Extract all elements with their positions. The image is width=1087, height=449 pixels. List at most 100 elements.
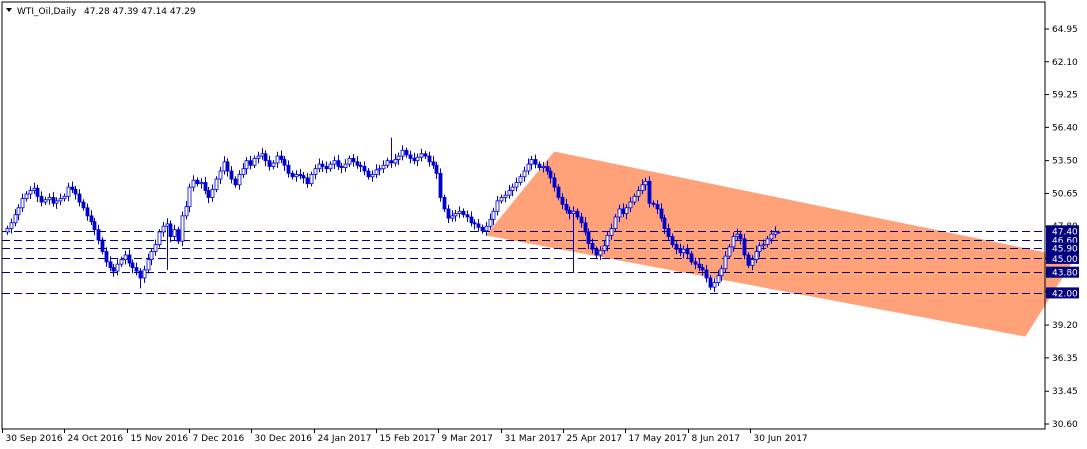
level-tag: 43.80: [1046, 266, 1079, 279]
candle: [533, 154, 538, 169]
candle: [446, 204, 451, 224]
candle: [442, 194, 447, 212]
candle: [111, 264, 116, 277]
candle: [309, 171, 314, 187]
candle: [480, 224, 485, 234]
candle: [210, 184, 215, 202]
candle: [324, 161, 329, 173]
candle: [602, 240, 607, 254]
candle: [119, 256, 124, 268]
candle: [495, 195, 500, 216]
chevron-down-icon[interactable]: [6, 8, 12, 12]
candle: [328, 161, 333, 172]
candle: [529, 155, 534, 170]
candle: [279, 150, 284, 164]
candle: [263, 150, 268, 167]
candle: [461, 208, 466, 218]
candle: [203, 176, 208, 195]
candle: [704, 264, 709, 283]
level-tag-label: 43.80: [1052, 269, 1078, 279]
candle: [339, 162, 344, 174]
candle: [499, 194, 504, 204]
y-tick-label: 50.65: [1052, 189, 1078, 199]
x-tick-label: 30 Jun 2017: [754, 434, 808, 444]
candle: [62, 193, 67, 202]
candle: [39, 191, 44, 207]
candle: [20, 193, 25, 213]
candle: [431, 156, 436, 169]
x-tick-label: 17 May 2017: [629, 434, 688, 444]
candle: [655, 200, 660, 214]
candle: [184, 201, 189, 220]
candle: [583, 217, 588, 236]
ohlc-readout: 47.28 47.39 47.14 47.29: [84, 7, 196, 17]
candle: [727, 244, 732, 259]
candle: [47, 193, 52, 205]
level-tag: 47.40: [1046, 225, 1079, 237]
candle: [172, 224, 177, 241]
candle: [617, 204, 622, 222]
candle: [518, 173, 523, 186]
candle: [225, 158, 230, 177]
plot-frame: [1, 1, 1046, 430]
candle: [659, 203, 664, 222]
candle: [343, 159, 348, 172]
candle: [545, 160, 550, 175]
candle: [465, 210, 470, 222]
candle: [336, 155, 341, 170]
candle: [138, 268, 143, 289]
candle: [58, 193, 63, 206]
candle: [362, 161, 367, 176]
candle: [640, 179, 645, 195]
candle: [267, 155, 272, 171]
candle: [746, 252, 751, 269]
x-tick-label: 7 Dec 2016: [193, 434, 245, 444]
candle: [77, 189, 82, 207]
candle: [632, 193, 637, 205]
x-tick-label: 15 Feb 2017: [380, 434, 436, 444]
candle: [712, 278, 717, 293]
candle: [742, 233, 747, 260]
candle: [738, 230, 743, 245]
candle: [594, 246, 599, 258]
candle: [404, 147, 409, 158]
candle: [670, 233, 675, 248]
candle: [305, 172, 310, 188]
candle: [157, 229, 162, 248]
candle: [241, 163, 246, 179]
candle: [54, 197, 59, 209]
candle: [180, 211, 185, 247]
candle: [73, 185, 78, 200]
candle: [507, 184, 512, 199]
x-tick-label: 9 Mar 2017: [442, 434, 493, 444]
candle: [731, 232, 736, 252]
candle: [438, 168, 443, 202]
x-tick-label: 25 Apr 2017: [567, 434, 623, 444]
candle: [89, 210, 94, 226]
candle: [100, 237, 105, 255]
candle: [385, 157, 390, 169]
candle: [526, 158, 531, 175]
y-tick-label: 33.45: [1052, 387, 1078, 397]
candle: [552, 172, 557, 192]
y-tick-label: 30.60: [1052, 420, 1078, 430]
level-tag-label: 45.00: [1052, 255, 1078, 265]
candle: [153, 239, 158, 256]
candle: [643, 177, 648, 191]
candle: [389, 137, 394, 168]
candle: [9, 218, 14, 234]
chart-header[interactable]: WTI_Oil,Daily 47.28 47.39 47.14 47.29: [6, 7, 196, 17]
candle: [130, 259, 135, 274]
candle: [66, 182, 71, 202]
candle: [5, 225, 10, 235]
candle: [564, 198, 569, 214]
candle: [700, 264, 705, 276]
candle: [548, 167, 553, 184]
candle: [541, 162, 546, 173]
candle: [453, 209, 458, 222]
candle: [476, 218, 481, 232]
candle: [685, 244, 690, 259]
candle: [377, 165, 382, 176]
candle: [214, 176, 219, 193]
candle: [92, 218, 97, 236]
